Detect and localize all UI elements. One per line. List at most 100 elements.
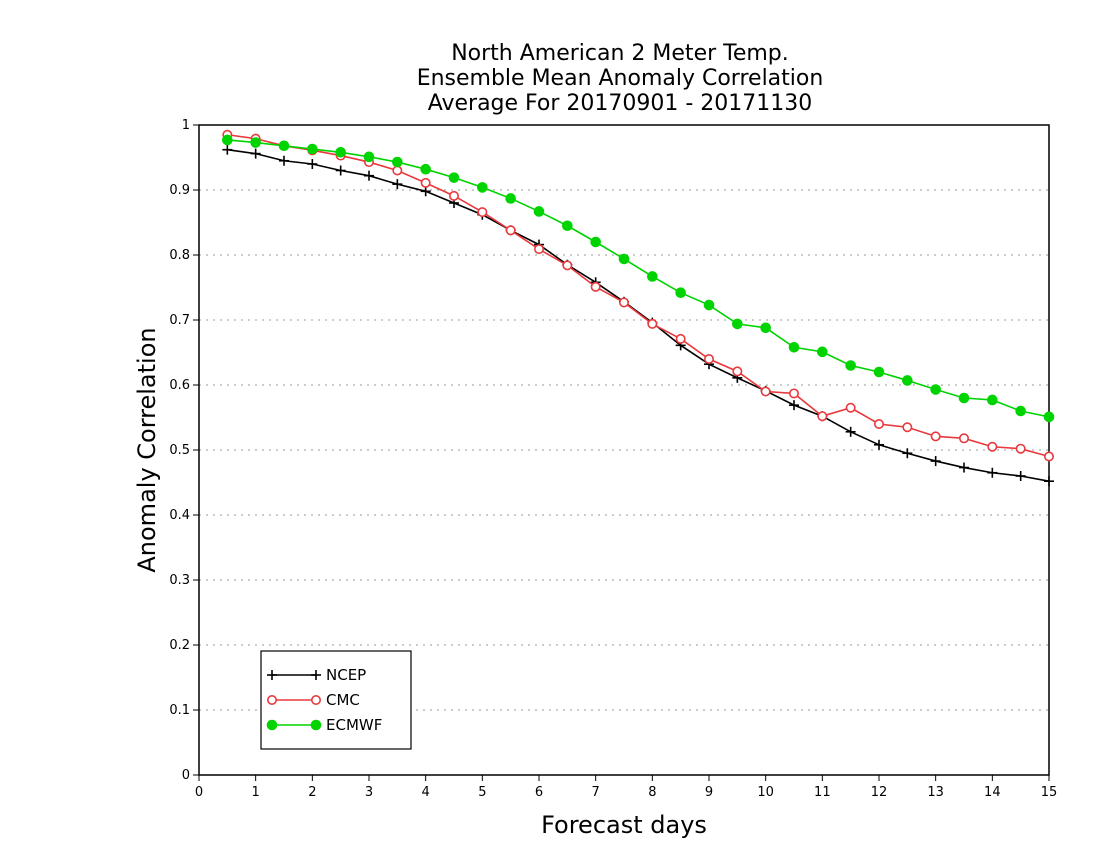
data-point-ncep [1015, 471, 1026, 481]
legend-marker-cmc [266, 694, 277, 705]
data-point-ecmwf [363, 151, 375, 163]
data-point-cmc [675, 333, 686, 344]
y-tick-label: 0.3 [169, 573, 190, 588]
series-line-cmc [227, 133, 1050, 458]
axis-ticks: 00.10.20.30.40.50.60.70.80.910 1 2 3 4 5 6 7 8 9 1… [169, 118, 1057, 800]
data-point-ncep [874, 439, 884, 450]
y-tick-label: 0.9 [169, 183, 190, 198]
data-point-ncep [1044, 476, 1054, 487]
data-point-ncep [959, 462, 969, 473]
data-point-cmc [732, 366, 743, 377]
x-tick-label: 0 [195, 785, 203, 800]
data-point-ecmwf [930, 384, 941, 395]
y-axis-title: Anomaly Correlation [133, 327, 161, 572]
data-point-ecmwf [845, 360, 856, 371]
data-point-ecmwf [590, 236, 601, 248]
data-point-ncep [392, 179, 403, 190]
x-tick-label: 2 [308, 785, 316, 800]
data-point-ecmwf [1015, 405, 1026, 417]
data-point-ecmwf [420, 163, 431, 175]
title-line-2: Ensemble Mean Anomaly Correlation [417, 66, 824, 91]
y-tick-label: 0.5 [169, 443, 190, 458]
data-point-cmc [618, 297, 629, 308]
data-point-cmc [1044, 451, 1055, 462]
data-point-ecmwf [987, 394, 998, 406]
data-point-cmc [987, 441, 998, 452]
title-line-3: Average For 20170901 - 20171130 [428, 91, 813, 116]
legend-box [260, 650, 412, 750]
data-point-cmc [958, 433, 969, 444]
data-point-cmc [533, 244, 544, 255]
data-point-ecmwf [788, 342, 800, 353]
data-point-cmc [392, 165, 403, 176]
data-point-ncep [364, 170, 374, 181]
data-point-ecmwf [618, 253, 630, 265]
series-line-ncep [227, 148, 1050, 482]
legend-marker-ecmwf [266, 719, 278, 731]
data-point-cmc [873, 418, 884, 429]
x-tick-label: 8 [648, 785, 656, 800]
grid [199, 189, 1049, 711]
legend-item-ncep: NCEP [267, 666, 366, 684]
data-point-ecmwf [250, 137, 261, 148]
x-tick-label: 12 [871, 785, 888, 800]
data-point-ecmwf [448, 172, 460, 183]
y-tick-label: 1 [182, 118, 190, 133]
chart-title: North American 2 Meter Temp. Ensemble Me… [417, 41, 824, 116]
x-tick-label: 13 [927, 785, 944, 800]
data-point-cmc [420, 177, 431, 188]
x-tick-label: 4 [422, 785, 430, 800]
legend-label-cmc: CMC [326, 691, 360, 709]
x-tick-label: 10 [757, 785, 774, 800]
data-point-ncep [930, 456, 941, 467]
title-line-1: North American 2 Meter Temp. [451, 41, 789, 66]
y-tick-label: 0.2 [169, 638, 190, 653]
y-tick-label: 0.8 [169, 248, 190, 263]
data-point-ncep [222, 144, 233, 155]
data-point-ecmwf [703, 299, 715, 311]
series-ecmwf [222, 134, 1055, 423]
x-tick-label: 3 [365, 785, 373, 800]
data-point-ecmwf [477, 182, 488, 193]
legend-label-ncep: NCEP [326, 666, 366, 684]
x-tick-label: 1 [252, 785, 260, 800]
data-point-ecmwf [817, 346, 828, 358]
data-point-ecmwf [505, 193, 516, 204]
x-tick-label: 9 [705, 785, 713, 800]
data-point-ncep [789, 400, 799, 411]
data-point-ecmwf [335, 147, 346, 158]
legend: NCEP CMC ECMWF [260, 650, 412, 750]
data-point-ncep [307, 159, 318, 169]
data-point-ecmwf [675, 287, 686, 299]
data-point-ecmwf [562, 220, 573, 232]
data-point-ncep [420, 186, 431, 197]
data-point-cmc [817, 411, 828, 422]
data-point-cmc [902, 422, 913, 433]
legend-marker-ncep [267, 670, 277, 680]
x-tick-label: 15 [1041, 785, 1058, 800]
data-point-ecmwf [533, 206, 545, 217]
data-point-cmc [703, 353, 714, 364]
data-point-ecmwf [392, 156, 403, 168]
data-point-ecmwf [222, 134, 233, 146]
data-point-ncep [845, 426, 856, 437]
data-point-cmc [1015, 443, 1026, 454]
data-point-ecmwf [1043, 411, 1055, 423]
y-tick-label: 0 [182, 768, 190, 783]
data-point-ncep [902, 448, 913, 459]
x-tick-label: 7 [592, 785, 600, 800]
data-point-ecmwf [307, 143, 318, 155]
y-tick-label: 0.4 [169, 508, 190, 523]
data-point-ecmwf [873, 366, 885, 378]
series [222, 129, 1055, 487]
data-point-ncep [279, 155, 289, 166]
data-point-cmc [930, 431, 941, 442]
y-tick-label: 0.6 [169, 378, 190, 393]
data-point-ncep [335, 165, 346, 176]
x-tick-label: 11 [814, 785, 831, 800]
data-point-cmc [448, 190, 459, 201]
series-line-ecmwf [227, 139, 1050, 418]
x-tick-label: 6 [535, 785, 543, 800]
data-point-cmc [477, 207, 488, 218]
data-point-ecmwf [647, 271, 658, 282]
